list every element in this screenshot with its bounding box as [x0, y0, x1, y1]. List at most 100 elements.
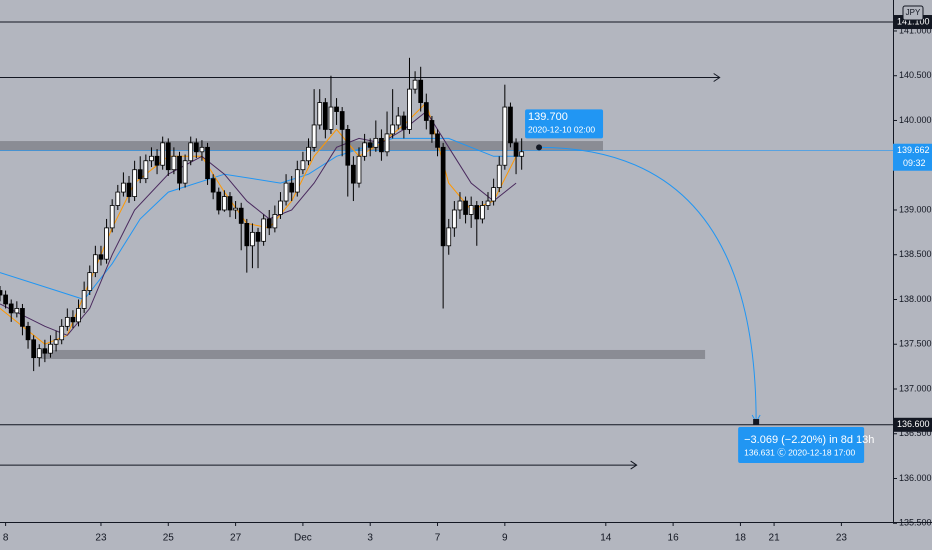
arrow-head — [713, 73, 721, 82]
candle-body — [222, 196, 227, 211]
candle-body — [115, 191, 121, 206]
y-tick-label: 141.000 — [899, 25, 932, 35]
candle-body — [25, 325, 31, 341]
candle-body — [70, 316, 76, 323]
y-tick-label: 136.500 — [899, 428, 932, 438]
candle-body — [36, 348, 42, 359]
candle-body — [81, 290, 87, 309]
candle-body — [104, 227, 109, 260]
x-tick-label: 8 — [3, 533, 9, 544]
x-tick-label: 7 — [435, 533, 441, 544]
candle-body — [345, 129, 351, 166]
y-tick-label: 138.500 — [899, 249, 932, 259]
candle-body — [76, 308, 81, 323]
candle-body — [283, 182, 289, 202]
candle-body — [177, 155, 182, 184]
arrow-head — [630, 460, 638, 470]
candle-body — [14, 308, 20, 314]
candle-body — [233, 207, 238, 211]
candle-body — [407, 88, 412, 130]
projection-start — [536, 144, 543, 151]
candle-body — [496, 164, 502, 189]
candle-body — [474, 205, 480, 220]
candle-body — [59, 325, 65, 341]
y-tick-label: 140.500 — [899, 70, 932, 80]
candle-body — [451, 209, 457, 229]
candle-body — [98, 254, 104, 260]
candle-body — [440, 146, 446, 247]
x-tick-label: 21 — [769, 533, 781, 544]
y-tick-label: 136.000 — [899, 473, 932, 483]
candle-body — [182, 160, 188, 184]
y-tick-label: 139.000 — [899, 204, 932, 214]
countdown: 09:32 — [903, 158, 926, 168]
candle-body — [294, 169, 300, 193]
level-label: 141.100 — [897, 16, 930, 26]
candle-body — [149, 155, 154, 162]
candle-body — [446, 227, 452, 247]
candle-body — [143, 160, 149, 180]
candle-body — [87, 272, 93, 291]
candle-body — [0, 290, 3, 296]
candle-body — [193, 142, 199, 153]
candle-body — [250, 231, 255, 247]
level-label: 136.600 — [897, 419, 930, 429]
candle-body — [255, 231, 261, 242]
x-tick-label: 25 — [163, 533, 175, 544]
candle-body — [205, 146, 210, 180]
candle-body — [300, 160, 306, 171]
candle-body — [42, 348, 48, 354]
currency: JPY — [906, 8, 921, 17]
candle-body — [92, 254, 98, 274]
candle-body — [171, 155, 177, 171]
candle-body — [289, 182, 295, 193]
candle-body — [468, 205, 474, 215]
candle-body — [261, 218, 267, 242]
candle-body — [412, 79, 418, 90]
candle-body — [188, 142, 194, 162]
projection-end — [753, 419, 760, 426]
y-tick-label: 137.500 — [899, 339, 932, 349]
candle-body — [508, 106, 513, 144]
projection-curve — [539, 146, 757, 423]
candle-body — [322, 102, 328, 130]
candle-body — [356, 155, 362, 184]
candle-body — [519, 151, 525, 157]
candle-body — [272, 214, 278, 229]
candle-body — [48, 343, 53, 354]
candle-body — [199, 146, 205, 153]
candle-body — [395, 115, 401, 126]
end-label: 136.631 Ⓒ 2020-12-18 17:00 — [744, 447, 855, 457]
candle-body — [362, 142, 367, 157]
candle-body — [384, 133, 390, 153]
x-tick-label: 16 — [668, 533, 680, 544]
candle-body — [334, 106, 339, 112]
candle-body — [390, 124, 396, 135]
end-label-box — [738, 427, 865, 464]
candle-body — [311, 124, 317, 148]
candle-body — [328, 106, 334, 130]
candle-body — [238, 207, 244, 224]
candle-body — [244, 223, 250, 247]
candle-body — [8, 303, 14, 314]
y-tick-label: 140.000 — [899, 115, 932, 125]
candle-body — [109, 205, 115, 229]
candle-body — [132, 169, 137, 197]
candle-body — [121, 182, 126, 193]
candle-body — [165, 142, 171, 171]
start-label-box — [525, 109, 604, 139]
candle-body — [317, 102, 323, 126]
candle-body — [64, 316, 70, 327]
candle-body — [373, 137, 379, 148]
candle-body — [278, 200, 283, 215]
x-tick-label: 18 — [735, 533, 747, 544]
candle-body — [513, 142, 519, 157]
candle-body — [339, 111, 345, 130]
candle-body — [502, 106, 508, 166]
candle-body — [31, 339, 37, 359]
x-tick-label: Dec — [294, 533, 312, 544]
end-change: −3.069 (−2.20%) in 8d 13h — [744, 434, 874, 446]
y-tick-label: 138.000 — [899, 294, 932, 304]
